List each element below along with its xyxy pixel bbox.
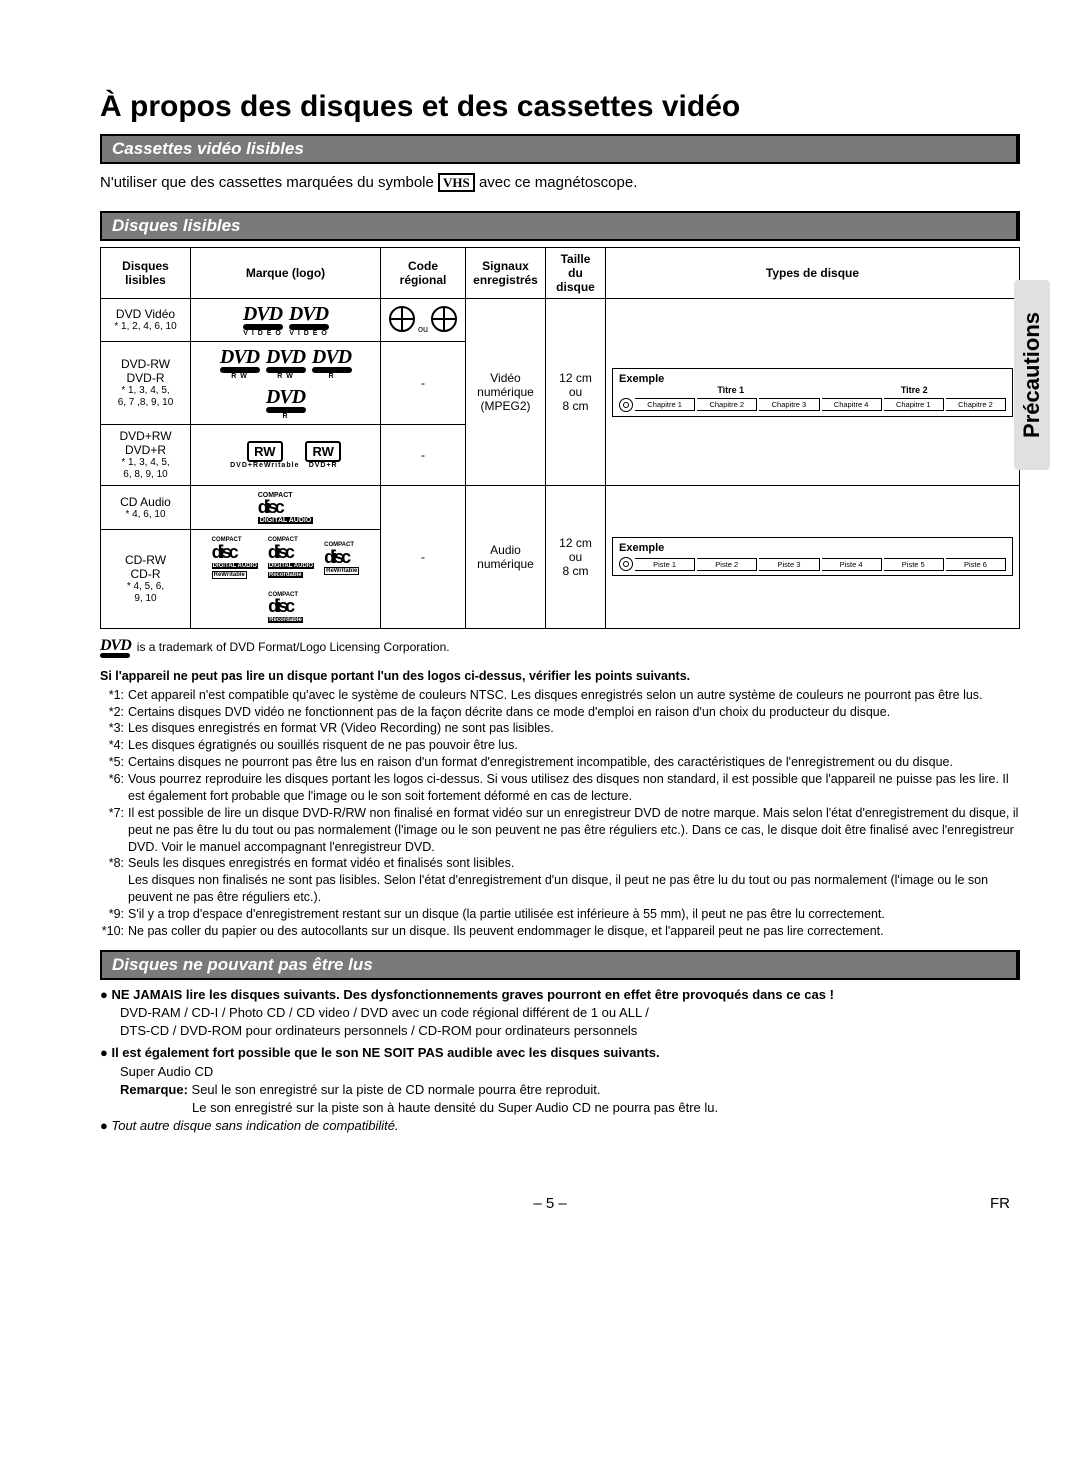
th-region: Code régional [381, 248, 466, 299]
disc-icon [619, 398, 633, 412]
th-types: Types de disque [606, 248, 1020, 299]
section3-body: NE JAMAIS lire les disques suivants. Des… [100, 986, 1020, 1136]
note-row: *9:S'il y a trop d'espace d'enregistreme… [100, 906, 1020, 923]
row-cd-audio: CD Audio* 4, 6, 10 COMPACTdiscDIGITAL AU… [101, 486, 1020, 530]
note-row: *1:Cet appareil n'est compatible qu'avec… [100, 687, 1020, 704]
side-tab-label: Précautions [1019, 312, 1045, 438]
note-row: *8:Seuls les disques enregistrés en form… [100, 855, 1020, 906]
lang-code: FR [990, 1195, 1010, 1212]
note-row: *3:Les disques enregistrés en format VR … [100, 720, 1020, 737]
th-signals: Signaux enregistrés [466, 248, 546, 299]
dvd-logo: DVD [243, 303, 283, 330]
page-footer: – 5 – FR [100, 1195, 1020, 1212]
th-size: Taille du disque [546, 248, 606, 299]
note-row: *7:Il est possible de lire un disque DVD… [100, 805, 1020, 856]
note-row: *10:Ne pas coller du papier ou des autoc… [100, 923, 1020, 940]
side-tab: Précautions [1014, 280, 1050, 470]
section1-heading: Cassettes vidéo lisibles [100, 134, 1020, 164]
page-title: À propos des disques et des cassettes vi… [100, 90, 1020, 124]
example-audio: Exemple Piste 1Piste 2Piste 3Piste 4Pist… [612, 537, 1013, 576]
example-video: Exemple Titre 1Titre 2 Chapitre 1Chapitr… [612, 368, 1013, 417]
note-row: *4:Les disques égratignés ou souillés ri… [100, 737, 1020, 754]
disc-table: Disques lisibles Marque (logo) Code régi… [100, 247, 1020, 629]
th-discs: Disques lisibles [101, 248, 191, 299]
note-row: *6:Vous pourrez reproduire les disques p… [100, 771, 1020, 805]
section1-text: N'utiliser que des cassettes marquées du… [100, 170, 1020, 201]
dvd-logo: DVD [289, 303, 329, 330]
row-dvd-video: DVD Vidéo* 1, 2, 4, 6, 10 DVDV I D E O D… [101, 299, 1020, 342]
section3-heading: Disques ne pouvant pas être lus [100, 950, 1020, 980]
page-number: – 5 – [533, 1195, 566, 1212]
section2-heading: Disques lisibles [100, 211, 1020, 241]
cd-logo: COMPACTdiscDIGITAL AUDIO [258, 490, 314, 525]
globe-icon [431, 306, 457, 332]
dvd-logo: DVD [100, 637, 131, 658]
notes-block: Si l'appareil ne peut pas lire un disque… [100, 668, 1020, 940]
vhs-logo: VHS [438, 173, 475, 192]
note-row: *5:Certains disques ne pourront pas être… [100, 754, 1020, 771]
globe-icon [389, 306, 415, 332]
note-row: *2:Certains disques DVD vidéo ne fonctio… [100, 704, 1020, 721]
trademark-note: DVD is a trademark of DVD Format/Logo Li… [100, 637, 1020, 658]
th-logo: Marque (logo) [191, 248, 381, 299]
disc-icon [619, 557, 633, 571]
table-header-row: Disques lisibles Marque (logo) Code régi… [101, 248, 1020, 299]
